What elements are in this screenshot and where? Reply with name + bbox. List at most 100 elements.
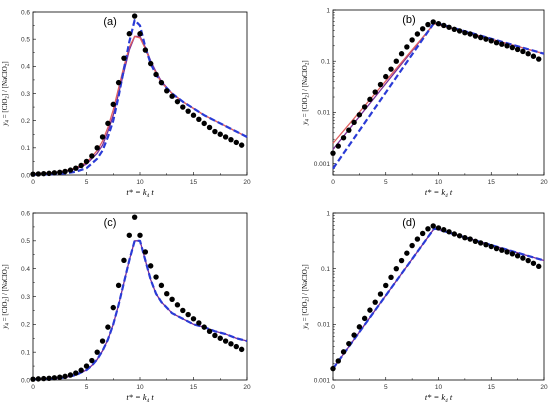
data-point [377,291,384,297]
panel-label: (c) [104,217,117,229]
data-point [142,47,149,53]
data-point [478,34,484,41]
data-point [425,21,431,28]
data-point [361,104,368,110]
data-point [164,88,170,94]
data-point [201,324,207,330]
dashed-fit-line [332,227,545,370]
data-point [335,358,341,364]
y-tick-label: 0.3 [21,91,30,98]
y-tick-label: 0.0 [21,377,30,384]
solid-fit-line [32,240,248,381]
data-point [530,260,537,266]
data-point [451,26,458,32]
data-point [153,71,159,78]
x-tick-label: 0 [331,384,335,391]
chart-panel-a: 0 5 10 15 20 0.0 0.1 0.2 0.3 0.4 0.5 0.6 (a) t* = k4 … [1,9,251,199]
data-point [67,372,74,378]
panel-label: (d) [402,217,415,229]
x-tick-label: 5 [85,179,89,186]
data-point [414,236,421,242]
y-tick-label: 0.001 [314,377,331,384]
data-point [110,101,116,108]
data-point [233,343,239,350]
data-point [217,131,223,137]
data-point [99,134,106,140]
x-tick-label: 15 [190,179,198,186]
data-point [30,376,36,382]
dashed-fit-line [32,19,248,176]
panel-label: (b) [402,14,415,26]
data-point [525,51,531,57]
data-point [46,170,52,177]
data-point [137,31,143,37]
data-point [169,93,175,99]
data-point [346,127,352,133]
data-point [367,96,373,103]
data-point [78,162,84,169]
data-point [425,226,431,232]
data-point [110,304,116,311]
data-point [514,46,521,53]
data-point [398,257,405,264]
data-point [483,36,489,42]
data-point [222,134,229,140]
data-point [478,240,484,246]
y-axis-label: y4 = [ClO2] / [NaClO2] [1,264,11,329]
data-point [419,26,426,32]
data-point [388,274,394,280]
data-point [372,299,378,305]
data-point [201,120,207,127]
data-point [488,38,494,44]
x-tick-label: 0 [31,384,35,391]
data-point [467,31,473,37]
data-point [174,302,181,308]
data-point [499,41,505,47]
data-point [520,48,526,55]
data-point [148,60,154,67]
data-point [190,112,197,118]
y-tick-label: 0.5 [21,36,30,43]
data-point [356,324,363,330]
data-point [530,53,537,59]
data-point [356,112,363,118]
data-point [483,241,489,248]
x-tick-label: 20 [540,384,548,391]
data-point [105,120,111,127]
data-point [89,357,95,364]
data-point [372,89,378,95]
data-point [430,19,436,25]
solid-fit-line [32,35,248,175]
x-tick-label: 5 [85,384,89,391]
y-tick-label: 1 [326,210,330,217]
data-point [330,150,336,156]
data-points-series [30,13,245,177]
data-point [398,51,405,57]
y-tick-label: 0.1 [321,266,330,273]
x-tick-label: 20 [243,179,251,186]
data-point [78,367,84,373]
data-point [51,375,58,381]
data-point [35,171,42,177]
y-axis-label: y4 = [ClO2] / [NaClO2] [301,60,311,125]
data-point [340,349,347,355]
data-point [514,253,521,259]
data-point [131,13,138,19]
data-point [456,28,463,34]
data-point [196,116,202,123]
x-tick-label: 5 [384,384,388,391]
plot-frame [332,212,545,381]
data-point [185,108,191,114]
data-point [121,55,127,61]
data-point [435,225,442,231]
data-point [441,227,447,233]
data-point [121,257,127,264]
data-point [430,223,436,229]
solid-fit-line [332,23,545,144]
data-point [212,128,218,135]
data-point [435,21,442,27]
data-point [238,142,245,148]
data-point [94,145,100,151]
x-tick-label: 15 [488,384,496,391]
